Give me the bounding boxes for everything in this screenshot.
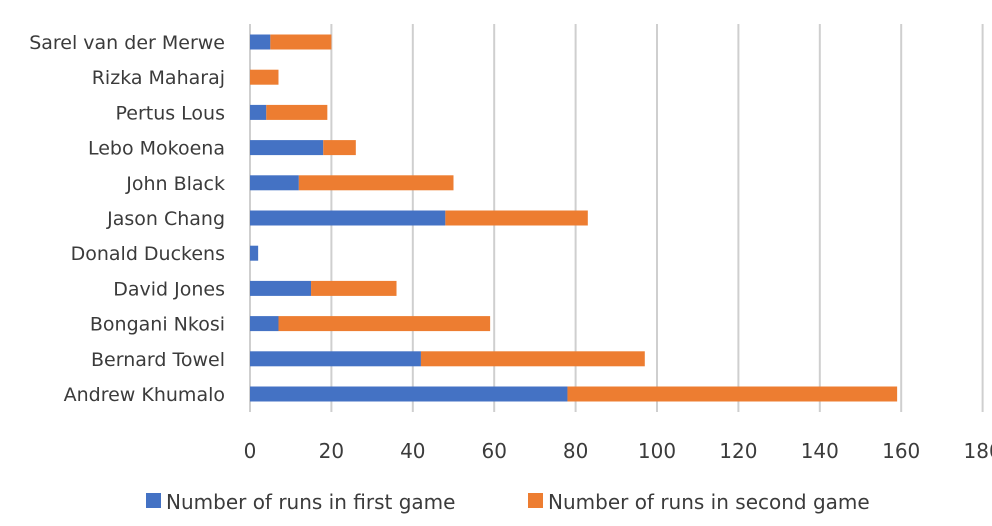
bar-segment-first-game	[250, 34, 271, 50]
x-tick-label: 80	[563, 439, 588, 463]
bar-segment-first-game	[250, 316, 279, 332]
category-label: Donald Duckens	[71, 243, 225, 265]
bar-segment-second-game	[311, 280, 397, 296]
x-tick-label: 40	[400, 439, 425, 463]
legend-label-first-game: Number of runs in first game	[166, 490, 455, 514]
bar-segment-second-game	[250, 69, 279, 85]
bar-segment-first-game	[250, 351, 421, 367]
bar-segment-second-game	[323, 140, 356, 156]
x-tick-label: 0	[244, 439, 257, 463]
bar-segment-first-game	[250, 386, 568, 402]
bar-segment-second-game	[445, 210, 588, 226]
bars	[250, 34, 898, 402]
category-label: Bernard Towel	[91, 349, 225, 371]
bar-segment-second-game	[270, 34, 332, 50]
category-label: Rizka Maharaj	[92, 67, 225, 89]
bar-segment-first-game	[250, 280, 312, 296]
x-tick-label: 60	[481, 439, 506, 463]
x-axis-tick-labels: 0 20 40 60 80 100 120 140 160 180	[244, 439, 992, 463]
x-tick-label: 100	[638, 439, 676, 463]
bar-segment-second-game	[298, 175, 454, 191]
gridlines	[249, 24, 984, 412]
category-label: Andrew Khumalo	[64, 384, 225, 406]
legend: Number of runs in first game Number of r…	[146, 490, 870, 514]
category-label: Lebo Mokoena	[88, 138, 225, 160]
legend-label-second-game: Number of runs in second game	[548, 490, 870, 514]
bar-segment-second-game	[266, 104, 328, 120]
bar-segment-second-game	[420, 351, 645, 367]
category-label: David Jones	[113, 278, 225, 300]
bar-segment-first-game	[250, 140, 324, 156]
category-label: Sarel van der Merwe	[29, 32, 225, 54]
bar-segment-second-game	[567, 386, 898, 402]
legend-swatch-first-game	[146, 493, 161, 508]
category-labels: Andrew Khumalo Bernard Towel Bongani Nkosi…	[29, 32, 225, 406]
bar-segment-first-game	[250, 104, 267, 120]
category-label: Jason Chang	[106, 208, 225, 230]
legend-swatch-second-game	[528, 493, 543, 508]
x-tick-label: 120	[719, 439, 757, 463]
x-tick-label: 180	[964, 439, 992, 463]
x-tick-label: 160	[882, 439, 920, 463]
bar-segment-second-game	[278, 316, 491, 332]
bar-segment-first-game	[250, 175, 299, 191]
x-tick-label: 20	[319, 439, 344, 463]
bar-segment-first-game	[250, 245, 259, 261]
category-label: John Black	[125, 173, 225, 195]
category-label: Bongani Nkosi	[90, 314, 225, 336]
category-label: Pertus Lous	[115, 102, 225, 124]
x-tick-label: 140	[801, 439, 839, 463]
bar-segment-first-game	[250, 210, 446, 226]
